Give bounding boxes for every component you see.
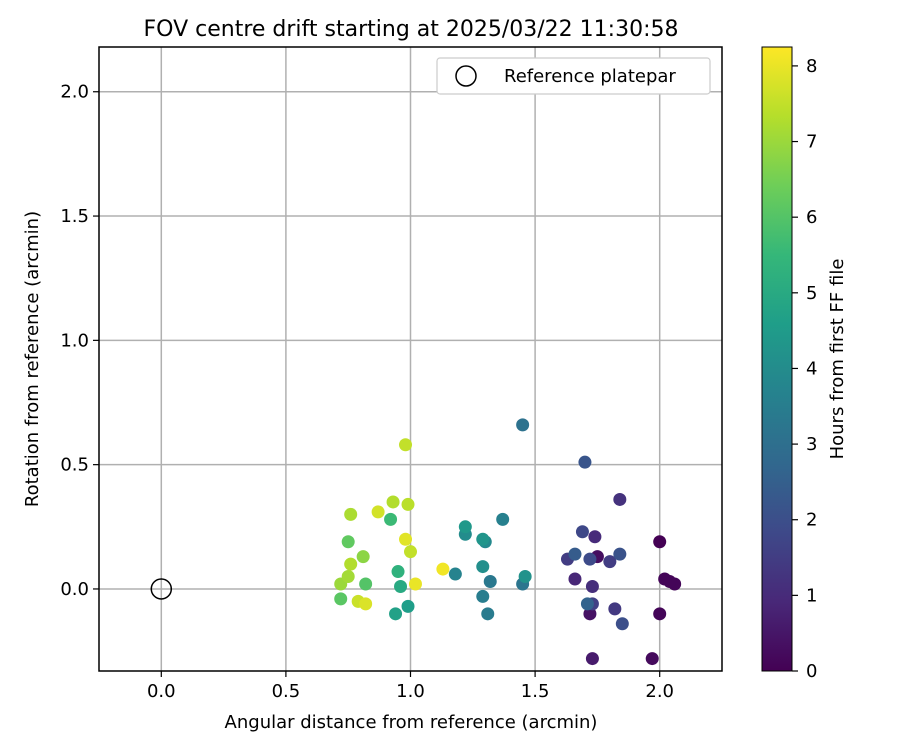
data-point [568, 547, 582, 561]
colorbar-tick-label: 5 [806, 283, 817, 304]
data-point [603, 555, 617, 569]
data-point [334, 592, 348, 606]
data-point [436, 562, 450, 576]
colorbar-tick-label: 1 [806, 585, 817, 606]
x-tick-label: 0.5 [272, 681, 301, 702]
data-point [401, 599, 415, 613]
y-tick-label: 0.5 [60, 455, 89, 476]
colorbar-tick-label: 0 [806, 661, 817, 682]
legend-entry-reference: Reference platepar [504, 66, 676, 87]
x-tick-label: 1.5 [521, 681, 550, 702]
colorbar-tick-label: 3 [806, 434, 817, 455]
data-point [476, 589, 490, 603]
data-point [496, 512, 510, 526]
colorbar-tick-label: 6 [806, 207, 817, 228]
data-point [448, 567, 462, 581]
reference-point [150, 578, 173, 600]
data-point [518, 570, 532, 584]
data-point [391, 565, 405, 579]
data-point [585, 652, 599, 666]
data-point [583, 552, 597, 566]
colorbar-label: Hours from first FF file [827, 259, 848, 460]
x-axis-ticks: 0.0 0.5 1.0 1.5 2.0 [147, 671, 674, 702]
data-point [458, 520, 472, 534]
data-point [359, 597, 373, 611]
y-tick-label: 1.5 [60, 206, 89, 227]
data-point [371, 505, 385, 519]
data-point [516, 418, 530, 432]
x-tick-label: 2.0 [645, 681, 674, 702]
data-point [356, 550, 370, 564]
data-point [615, 617, 629, 631]
data-point [399, 438, 413, 452]
data-point [476, 560, 490, 574]
x-axis-label: Angular distance from reference (arcmin) [225, 712, 598, 733]
data-point [585, 579, 599, 593]
data-point [359, 577, 373, 591]
data-point [608, 602, 622, 616]
data-point [394, 579, 408, 593]
data-point [575, 525, 589, 539]
data-point [399, 532, 413, 546]
data-point [653, 535, 667, 549]
data-point [341, 570, 355, 584]
colorbar-ticks: 0 1 2 3 4 5 6 7 8 [792, 56, 817, 682]
legend-box [436, 57, 711, 95]
grid-lines [99, 47, 722, 671]
data-point [386, 495, 400, 509]
chart-title: FOV centre drift starting at 2025/03/22 … [144, 17, 679, 42]
data-point [588, 530, 602, 544]
data-point [344, 557, 358, 571]
data-point [404, 545, 417, 559]
colorbar-gradient [761, 46, 793, 672]
y-tick-label: 1.0 [60, 330, 89, 351]
colorbar-tick-label: 4 [806, 358, 817, 379]
colorbar-tick-label: 2 [806, 510, 817, 531]
x-tick-label: 1.0 [396, 681, 425, 702]
data-point [645, 652, 659, 666]
data-point [476, 532, 490, 546]
x-tick-label: 0.0 [147, 681, 176, 702]
data-point [344, 507, 358, 521]
data-point [613, 492, 627, 506]
data-point [580, 597, 594, 611]
reference-platepar-marker [150, 578, 173, 600]
data-point [568, 572, 582, 586]
y-tick-label: 0.0 [60, 579, 89, 600]
data-point [663, 575, 677, 589]
data-point [613, 547, 627, 561]
data-point [481, 607, 495, 621]
colorbar-tick-label: 8 [806, 56, 817, 77]
data-point [483, 575, 497, 589]
data-point [341, 535, 355, 549]
colorbar: 0 1 2 3 4 5 6 7 8 Hours from first FF file [761, 46, 848, 682]
data-point [653, 607, 667, 621]
data-point [408, 577, 422, 591]
data-point [583, 607, 597, 621]
data-point [401, 497, 415, 511]
y-tick-label: 2.0 [60, 82, 89, 103]
y-axis-label: Rotation from reference (arcmin) [22, 211, 43, 507]
data-point [384, 512, 398, 526]
data-point [389, 607, 403, 621]
data-points [334, 418, 682, 666]
legend-marker-reference [455, 65, 477, 87]
legend: Reference platepar [436, 57, 711, 95]
y-axis-ticks: 0.0 0.5 1.0 1.5 2.0 [60, 82, 99, 600]
data-point [578, 455, 592, 469]
colorbar-tick-label: 7 [806, 132, 817, 153]
